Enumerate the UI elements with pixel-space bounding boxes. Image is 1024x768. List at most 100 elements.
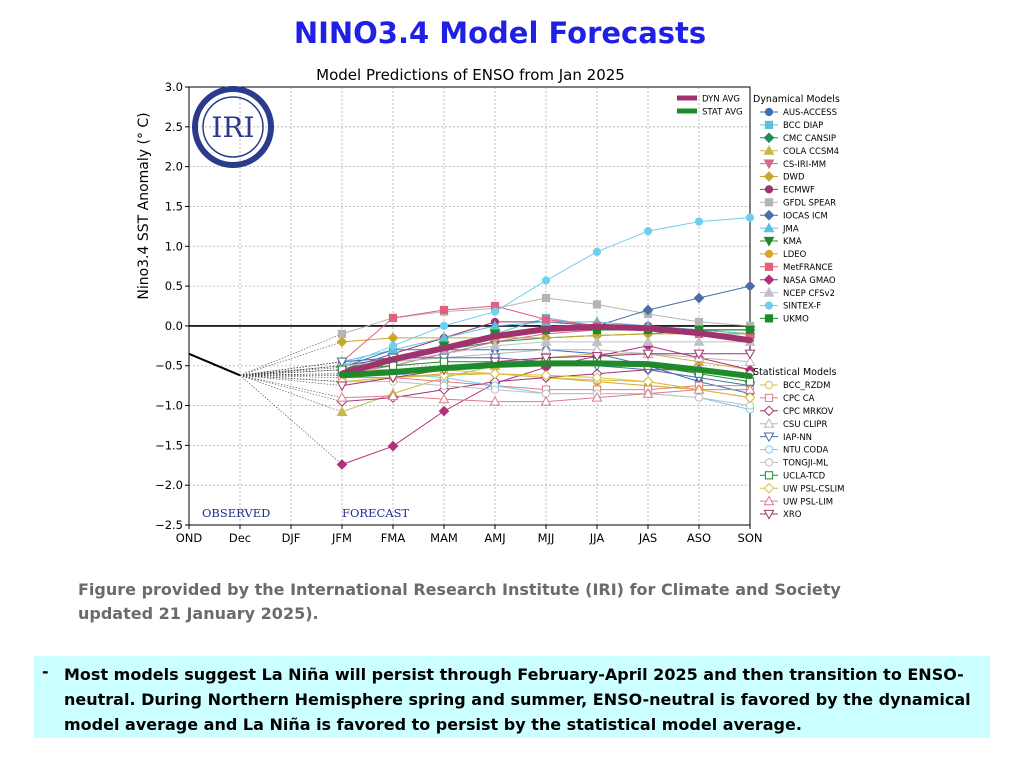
x-tick-label: FMA [381, 531, 406, 545]
data-point [764, 262, 774, 271]
observed-line [188, 352, 241, 377]
data-point [744, 280, 756, 292]
forecast-connector [239, 365, 343, 376]
forecast-connector [239, 374, 343, 382]
y-tick-label: −1.0 [155, 399, 183, 413]
data-point [541, 293, 551, 303]
data-point [490, 307, 500, 316]
y-tick-label: 1.5 [165, 199, 183, 213]
y-tick-label: 3.0 [165, 80, 183, 94]
data-point [694, 217, 704, 226]
legend-label: CMC CANSIP [783, 134, 836, 144]
data-point [763, 236, 775, 247]
average-dyn-avg [339, 323, 753, 377]
legend-label: NTU CODA [783, 446, 828, 456]
data-point [763, 495, 775, 506]
data-point [763, 132, 775, 144]
legend-label: UW PSL-CSLIM [783, 484, 844, 494]
data-point [693, 336, 705, 346]
legend-label: CPC MRKOV [783, 407, 834, 417]
data-point [591, 372, 603, 383]
data-point [540, 344, 552, 354]
legend-label: CS-IRI-MM [783, 160, 826, 170]
iri-logo-ring [192, 86, 274, 168]
legend-label: DWD [783, 173, 805, 183]
data-point [764, 107, 774, 117]
data-point [642, 387, 654, 398]
y-axis-label: Nino3.4 SST Anomaly (° C) [136, 112, 152, 299]
y-tick-label: 0.5 [165, 279, 183, 293]
data-point [337, 329, 347, 338]
average-line [339, 360, 753, 380]
data-point [439, 381, 449, 390]
y-tick-label: 2.0 [165, 160, 183, 174]
observed-label: OBSERVED [202, 506, 270, 520]
series-uw-psl-lim [239, 374, 756, 406]
data-point [439, 305, 449, 315]
data-point [540, 369, 552, 381]
legend-label: IOCAS ICM [783, 211, 828, 221]
data-point [592, 300, 602, 309]
model-legend: Dynamical Models Statistical Models AUS-AC… [753, 94, 844, 520]
data-point [763, 222, 775, 233]
x-tick-label: ASO [687, 531, 711, 545]
slide-title: NINO3.4 Model Forecasts [293, 16, 707, 50]
data-point [642, 349, 654, 360]
data-point [438, 393, 450, 404]
forecast-connector [239, 369, 343, 376]
forecast-connector [239, 374, 343, 398]
legend-label: UCLA-TCD [783, 472, 826, 482]
data-point [540, 353, 552, 364]
average-stat-avg [339, 360, 753, 380]
forecast-connector [239, 373, 343, 376]
data-point [745, 401, 755, 410]
data-point [541, 315, 551, 324]
data-point [764, 185, 774, 194]
legend-label: LDEO [783, 250, 807, 260]
forecast-connector [239, 374, 343, 402]
data-point [439, 321, 449, 331]
forecast-connector [239, 367, 343, 376]
x-tick-label: MJJ [538, 531, 555, 545]
data-point [693, 349, 705, 360]
iri-logo-inner-ring [202, 96, 264, 158]
data-point [764, 249, 774, 258]
legend-label: UW PSL-LIM [783, 497, 833, 507]
legend-statistical-title: Statistical Models [753, 367, 836, 378]
data-point [336, 406, 348, 417]
y-tick-label: −1.5 [155, 438, 183, 452]
data-point [438, 332, 450, 342]
data-point [763, 171, 775, 182]
forecast-connector [239, 374, 343, 386]
note-bullet: - [42, 662, 49, 681]
forecast-connector [239, 333, 343, 376]
data-point [763, 418, 775, 428]
data-point [764, 120, 774, 130]
y-tick-label: 2.5 [165, 120, 183, 134]
iri-logo: IRI [192, 86, 274, 168]
data-point [763, 209, 775, 221]
y-tick-label: 1.0 [165, 239, 183, 253]
figure-caption: Figure provided by the International Res… [78, 578, 938, 626]
legend-dynamical-title: Dynamical Models [753, 94, 840, 105]
legend-label: JMA [782, 224, 799, 234]
legend-label-dyn-avg: DYN AVG [702, 95, 740, 105]
legend-label: XRO [783, 510, 802, 520]
legend-label: NCEP CFSv2 [783, 289, 835, 299]
data-point [763, 432, 775, 443]
data-point [763, 159, 775, 170]
data-point [764, 458, 774, 467]
data-point [489, 395, 501, 406]
forecast-connector [239, 374, 343, 378]
legend-label-stat-avg: STAT AVG [702, 108, 743, 118]
x-tick-label: OND [176, 531, 203, 545]
data-point [388, 361, 398, 370]
x-tick-label: SON [738, 531, 763, 545]
legend-label: CPC CA [783, 394, 815, 404]
legend-label: KMA [783, 237, 802, 247]
data-point [744, 392, 756, 403]
data-point [387, 440, 399, 452]
data-point [764, 393, 774, 402]
data-point [693, 383, 705, 394]
data-point [763, 286, 775, 297]
